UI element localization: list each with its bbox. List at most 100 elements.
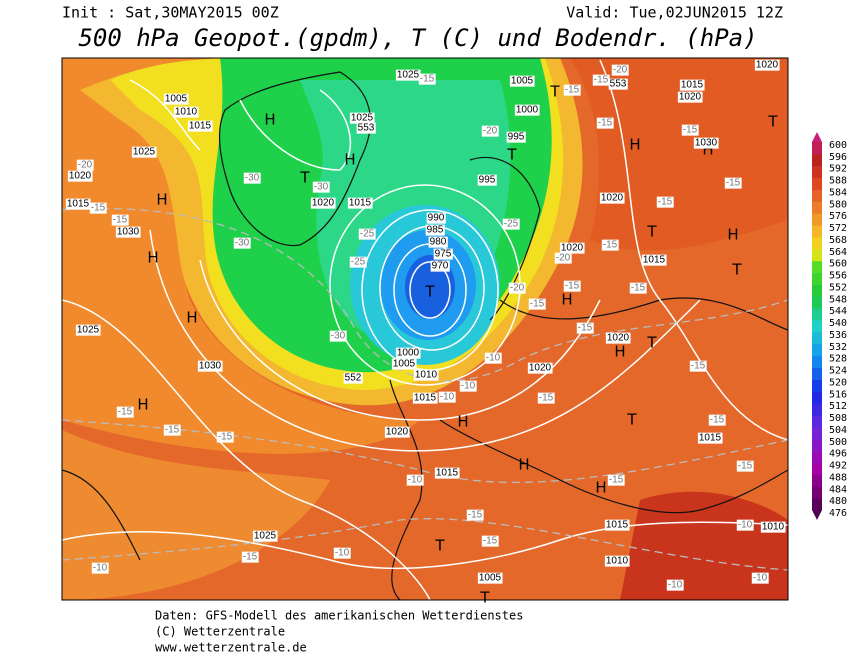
isobar-label-group: 1015 — [697, 432, 723, 444]
temperature-label-box — [89, 202, 107, 214]
temperature-label: -15 — [530, 299, 545, 310]
isobar-label-box — [428, 236, 448, 248]
temperature-label: -15 — [603, 240, 618, 251]
colorbar-band — [812, 296, 822, 309]
temperature-label-group: -10 — [406, 474, 424, 486]
isobar-label-box — [434, 467, 460, 479]
temperature-label-box — [76, 159, 94, 171]
colorbar-band — [812, 142, 822, 155]
colorbar-band — [812, 177, 822, 190]
temperature-label: -15 — [578, 323, 593, 334]
isobar-label: 1020 — [386, 427, 409, 438]
isobar-label: 1005 — [393, 359, 416, 370]
colorbar: 4764804844884924965005045085125165205245… — [812, 132, 847, 520]
colorbar-label: 532 — [829, 342, 847, 353]
isobar-label-box — [384, 426, 410, 438]
isobar-label: 975 — [435, 249, 452, 260]
colorbar-arrow-bottom — [812, 510, 822, 520]
temperature-label-box — [554, 252, 572, 264]
field-zone — [62, 430, 330, 600]
isobar-label-box — [395, 347, 421, 359]
isobar-label: 985 — [427, 225, 444, 236]
temperature-label-box — [438, 391, 456, 403]
colorbar-band — [812, 355, 822, 369]
colorbar-band — [812, 438, 822, 452]
isobar-label: 553 — [358, 123, 375, 134]
temperature-label: -15 — [539, 393, 554, 404]
isobar-label: 1015 — [414, 393, 437, 404]
init-time: Init : Sat,30MAY2015 00Z — [62, 4, 279, 22]
temperature-label-box — [484, 352, 502, 364]
isobar-label-group: 1020 — [677, 91, 703, 103]
colorbar-label: 592 — [829, 164, 847, 175]
temperature-label-box — [481, 535, 499, 547]
colorbar-label: 496 — [829, 449, 847, 460]
colorbar-band — [812, 284, 822, 297]
temperature-label: -15 — [165, 425, 180, 436]
isobar-label-box — [604, 519, 630, 531]
isobar-label-group: 1030 — [693, 137, 719, 149]
isobar-label-box — [477, 174, 497, 186]
colorbar-label: 540 — [829, 318, 847, 329]
valid-time: Valid: Tue,02JUN2015 12Z — [566, 4, 783, 22]
colorbar-label: 500 — [829, 437, 847, 448]
temperature-label: -15 — [726, 178, 741, 189]
isobar-label-group: 1000 — [514, 104, 540, 116]
temperature-label: -10 — [486, 353, 501, 364]
isobar-label: 1025 — [133, 147, 156, 158]
temperature-label-box — [241, 551, 259, 563]
temperature-label-group: -25 — [349, 256, 367, 268]
temperature-label-box — [91, 562, 109, 574]
colorbar-band — [812, 415, 822, 428]
temperature-label: -10 — [408, 475, 423, 486]
isobar-label-box — [514, 104, 540, 116]
isobar-label-group: 1020 — [559, 242, 585, 254]
temperature-label-group: -10 — [751, 572, 769, 584]
pressure-center: H — [156, 191, 167, 209]
isobar-label: 980 — [430, 237, 447, 248]
temperature-label: -25 — [351, 257, 366, 268]
colorbar-band — [812, 474, 822, 487]
temperature-label-box — [681, 124, 699, 136]
temperature-label-box — [629, 282, 647, 294]
field-zone — [570, 58, 788, 251]
temperature-label-box — [502, 218, 520, 230]
temperature-label: -30 — [235, 238, 250, 249]
temperature-label-group: -10 — [459, 380, 477, 392]
isobar-label: 1010 — [175, 107, 198, 118]
temperature-label-box — [243, 172, 261, 184]
colorbar-band — [812, 308, 822, 321]
isobar-label-group: 1010 — [413, 369, 439, 381]
temperature-label-box — [418, 73, 436, 85]
field-zone — [620, 491, 788, 600]
colorbar-label: 520 — [829, 377, 847, 388]
pressure-center: H — [614, 343, 625, 361]
isobar-label: 1015 — [349, 198, 372, 209]
temperature-label-group: -15 — [466, 509, 484, 521]
isobar-label-group: 1015 — [604, 519, 630, 531]
isobar-label-box — [641, 254, 667, 266]
isobar-label-group: 1015 — [679, 79, 705, 91]
pressure-center: H — [629, 136, 640, 154]
temperature-label: -15 — [218, 432, 233, 443]
colorbar-arrow-top — [812, 132, 822, 142]
colorbar-band — [812, 320, 822, 333]
colorbar-band — [812, 225, 822, 238]
isobar-label-group: 980 — [428, 236, 448, 248]
isobar-label: 995 — [479, 175, 496, 186]
isobar-label-group: 1025 — [131, 146, 157, 158]
temperature-label: -15 — [468, 510, 483, 521]
isobar-label-box — [115, 226, 141, 238]
isobar-label-group: 1015 — [412, 392, 438, 404]
isobar-label-group: 975 — [433, 248, 453, 260]
pressure-center: H — [457, 413, 468, 431]
temperature-label-group: -15 — [528, 298, 546, 310]
temperature-label-box — [406, 474, 424, 486]
colorbar-label: 484 — [829, 484, 847, 495]
colorbar-label: 516 — [829, 389, 847, 400]
pressure-center: H — [561, 291, 572, 309]
pressure-center: H — [595, 479, 606, 497]
temperature-lines — [62, 207, 788, 571]
temperature-label: -20 — [483, 126, 498, 137]
temperature-label-box — [563, 84, 581, 96]
